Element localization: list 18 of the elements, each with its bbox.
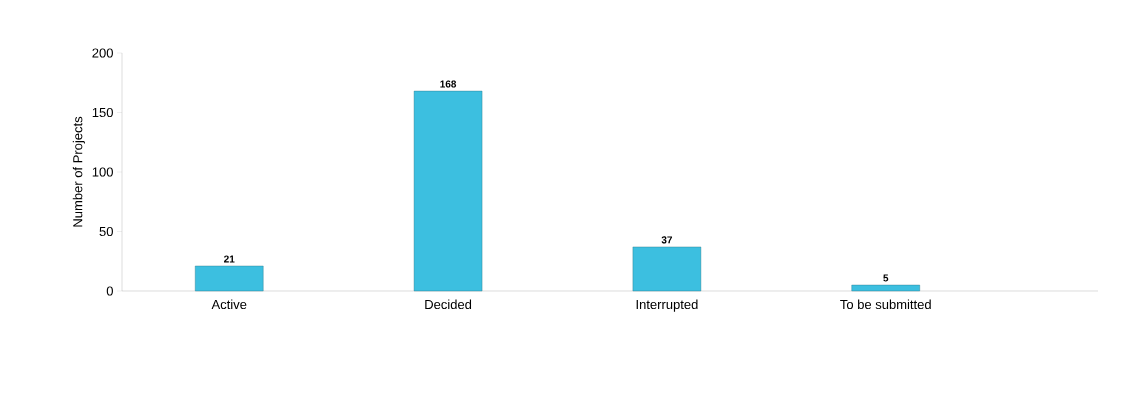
bar xyxy=(413,90,483,292)
x-tick-label: To be submitted xyxy=(840,299,931,310)
y-tick-label: 50 xyxy=(99,226,113,237)
y-tick-label: 0 xyxy=(106,286,113,296)
bar xyxy=(632,246,702,292)
data-label: 5 xyxy=(883,274,889,282)
y-axis-title: Number of Projects xyxy=(72,116,85,227)
x-tick-label: Active xyxy=(211,299,247,310)
x-tick-label: Interrupted xyxy=(636,299,698,312)
data-label: 168 xyxy=(440,80,457,88)
x-tick-label: Decided xyxy=(425,299,472,310)
bar xyxy=(851,284,920,292)
bar xyxy=(195,265,264,292)
data-label: 37 xyxy=(661,236,673,244)
y-tick-label: 100 xyxy=(92,167,113,177)
data-label: 21 xyxy=(224,255,235,263)
y-tick-label: 150 xyxy=(92,107,113,118)
y-tick-label: 200 xyxy=(92,48,113,58)
